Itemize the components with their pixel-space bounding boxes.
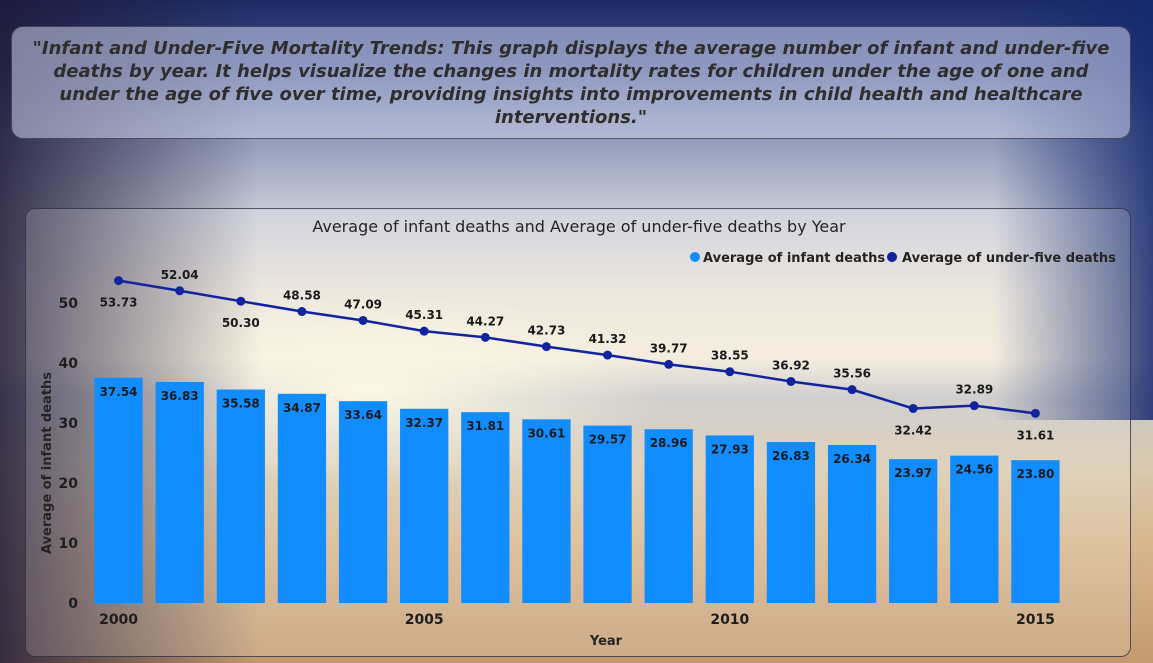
line-label-2008: 41.32 [589, 332, 627, 346]
line-label-2007: 42.73 [527, 324, 565, 338]
x-tick-label-2000: 2000 [99, 612, 138, 628]
bar-label-2005: 32.37 [405, 416, 443, 430]
bar-2013 [889, 459, 938, 603]
line-point-2006 [480, 332, 490, 342]
legend-marker-under-five [887, 252, 897, 262]
under-five-line [118, 279, 1036, 415]
bar-2011 [766, 442, 816, 603]
line-label-2000: 53.73 [100, 296, 138, 310]
line-label-2006: 44.27 [466, 314, 504, 328]
x-tick-label-2010: 2010 [710, 612, 749, 628]
line-point-2008 [603, 350, 613, 360]
line-point-2013 [908, 403, 918, 413]
bar-2000 [94, 377, 143, 603]
chart-panel: Average of infant deaths and Average of … [25, 208, 1131, 657]
y-axis-ticks: 0 10 20 30 40 50 [59, 296, 79, 612]
bar-label-2009: 28.96 [650, 436, 688, 450]
line-point-2015 [1030, 408, 1040, 418]
bar-2009 [644, 429, 693, 603]
line-point-2007 [541, 342, 551, 352]
line-point-2004 [358, 315, 368, 325]
x-tick-label-2005: 2005 [405, 612, 444, 628]
bar-2002 [216, 389, 265, 603]
bar-2006 [461, 412, 510, 603]
bar-label-2006: 31.81 [466, 419, 504, 433]
line-label-2013: 32.42 [894, 423, 932, 437]
bar-label-2010: 27.93 [711, 442, 749, 456]
bar-2001 [155, 382, 204, 603]
line-point-2012 [847, 385, 857, 395]
line-label-2014: 32.89 [955, 383, 993, 397]
bar-2015 [1011, 460, 1060, 603]
line-point-2001 [175, 286, 185, 296]
y-tick-label: 50 [59, 296, 79, 312]
bar-label-2012: 26.34 [833, 452, 871, 466]
line-point-2005 [419, 326, 429, 336]
combo-chart: Average of infant deaths and Average of … [40, 217, 1116, 649]
bar-label-2015: 23.80 [1016, 467, 1054, 481]
description-text: "Infant and Under-Five Mortality Trends:… [32, 37, 1110, 128]
bar-2010 [705, 435, 754, 603]
line-label-2001: 52.04 [161, 268, 199, 282]
line-point-2002 [236, 296, 246, 306]
bar-label-2004: 33.64 [344, 408, 382, 422]
y-axis-title: Average of infant deaths [40, 372, 55, 554]
bar-2004 [338, 401, 388, 603]
bar-label-2003: 34.87 [283, 401, 321, 415]
legend-marker-infant [690, 252, 700, 262]
bar-label-2001: 36.83 [161, 389, 199, 403]
bar-label-2014: 24.56 [955, 463, 993, 477]
bar-2005 [400, 408, 449, 603]
x-axis-ticks: 2000 2005 2010 2015 [99, 612, 1055, 628]
bar-label-2000: 37.54 [100, 385, 138, 399]
line-label-2009: 39.77 [650, 341, 688, 355]
line-label-2003: 48.58 [283, 289, 321, 303]
x-tick-label-2015: 2015 [1016, 612, 1055, 628]
bar-label-2011: 26.83 [772, 449, 810, 463]
bar-2014 [950, 455, 999, 603]
line-point-2011 [786, 376, 796, 386]
y-tick-label: 10 [59, 536, 79, 552]
line-label-2004: 47.09 [344, 297, 382, 311]
y-tick-label: 40 [59, 356, 79, 372]
line-label-2011: 36.92 [772, 358, 810, 372]
y-tick-label: 20 [59, 476, 79, 492]
line-label-2005: 45.31 [405, 308, 443, 322]
bar-2003 [277, 393, 327, 603]
line-point-2003 [297, 307, 307, 317]
line-label-2015: 31.61 [1016, 428, 1054, 442]
bar-label-2008: 29.57 [589, 433, 627, 447]
bar-2008 [583, 425, 632, 603]
line-series-under-five-deaths: 53.73 52.04 50.30 48.58 47.09 45.31 44.27 42.73… [100, 268, 1055, 443]
bar-label-2007: 30.61 [527, 426, 565, 440]
line-point-2009 [664, 359, 674, 369]
legend-label-under-five: Average of under-five deaths [902, 251, 1116, 266]
description-box: "Infant and Under-Five Mortality Trends:… [11, 26, 1131, 139]
bar-label-2013: 23.97 [894, 466, 932, 480]
x-axis-title: Year [589, 634, 623, 649]
bar-2007 [522, 419, 571, 603]
bar-2012 [827, 444, 877, 603]
legend: Average of infant deaths Average of unde… [690, 251, 1116, 266]
bar-series-infant-deaths: 37.54 36.83 35.58 34.87 33.64 32.37 31.81 30.61… [94, 377, 1060, 603]
line-label-2010: 38.55 [711, 349, 749, 363]
line-point-2014 [969, 401, 979, 411]
legend-label-infant: Average of infant deaths [703, 251, 885, 266]
chart-title: Average of infant deaths and Average of … [312, 217, 846, 236]
line-label-2002: 50.30 [222, 316, 260, 330]
line-point-2010 [725, 367, 735, 377]
y-tick-label: 30 [59, 416, 79, 432]
y-tick-label: 0 [68, 596, 78, 612]
bar-label-2002: 35.58 [222, 397, 260, 411]
line-label-2012: 35.56 [833, 367, 871, 381]
line-point-2000 [114, 276, 124, 286]
